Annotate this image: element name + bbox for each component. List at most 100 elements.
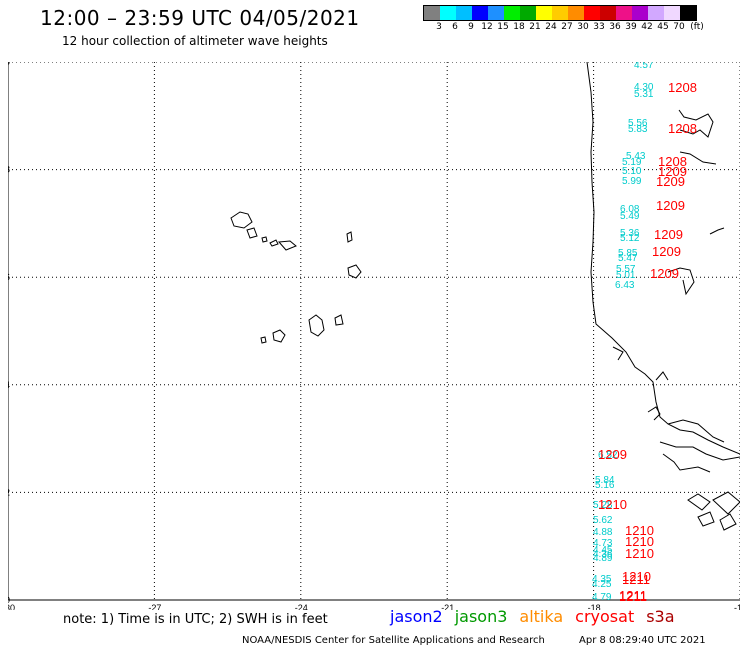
swh-reading: 4.25 [592, 579, 612, 590]
longitude-label: -21 [441, 603, 454, 610]
scale-label: 24 [545, 22, 557, 32]
scale-swatch [568, 6, 584, 20]
swh-reading: 5.83 [628, 124, 648, 135]
swh-reading: 6.52 [598, 450, 618, 461]
scale-swatch [440, 6, 456, 20]
swh-reading: 6.08 [620, 204, 640, 215]
cape-verde-maio [334, 314, 344, 326]
swh-reading: 5.62 [593, 515, 613, 526]
footer-timestamp: Apr 8 08:29:40 UTC 2021 [579, 635, 706, 646]
coast-estuary-2 [659, 441, 740, 461]
observation-time: 1209 [654, 227, 683, 242]
cape-verde-boa-vista [347, 264, 362, 279]
observation-time-labels: 1208120812081209120912091209120912091209… [598, 80, 697, 604]
coast-estuary-3 [662, 453, 711, 473]
lat-lon-grid [8, 62, 740, 601]
swh-reading: 5.28 [593, 500, 613, 511]
swh-reading: 5.12 [620, 233, 640, 244]
coast-east-cape [667, 267, 695, 296]
swh-reading: 4.79 [592, 592, 612, 603]
footer-credit: NOAA/NESDIS Center for Satellite Applica… [242, 635, 545, 646]
cape-verde-santo-antao [230, 211, 253, 229]
observation-time: 1210 [622, 569, 651, 584]
scale-label: 30 [577, 22, 589, 32]
longitude-label: -30 [8, 603, 15, 610]
cape-verde-sao-nicolau-east [277, 240, 297, 251]
scale-swatch [536, 6, 552, 20]
mainland-coastline [586, 62, 740, 455]
scale-label: 42 [641, 22, 653, 32]
latitude-label: 20 [8, 62, 10, 67]
scale-swatch [552, 6, 568, 20]
swh-reading: 5.36 [620, 228, 640, 239]
latitude-label: 14 [8, 380, 10, 390]
latitude-label: 18 [8, 165, 10, 175]
latitude-labels: 20 18 16 14 12 10 [8, 62, 10, 605]
coastline [230, 62, 740, 531]
scale-label: 36 [609, 22, 621, 32]
observation-time: 1209 [598, 447, 627, 462]
swh-reading: 5.56 [628, 118, 648, 129]
satellite-altika: altika [519, 607, 564, 626]
swh-reading: 5.10 [622, 166, 642, 177]
scale-swatch [520, 6, 536, 20]
observation-time: 1210 [625, 546, 654, 561]
scale-swatch [456, 6, 472, 20]
coast-estuary-1 [667, 419, 725, 443]
observation-time: 1209 [652, 244, 681, 259]
coast-east-inlet [709, 227, 725, 235]
coast-northeast-headland [678, 109, 714, 138]
latitude-label: 16 [8, 272, 10, 282]
satellite-s3a: s3a [646, 607, 675, 626]
observation-time: 1209 [658, 164, 687, 179]
scale-label: 39 [625, 22, 637, 32]
observation-time: 1208 [668, 80, 697, 95]
coast-islands-south-3 [697, 511, 715, 527]
swh-reading: 5.57 [616, 264, 636, 275]
swh-reading: 5.84 [595, 475, 615, 486]
legend-note: note: 1) Time is in UTC; 2) SWH is in fe… [63, 612, 328, 627]
wave-height-color-scale [423, 5, 697, 21]
latitude-label: 10 [8, 595, 10, 605]
map-title: 12:00 – 23:59 UTC 04/05/2021 [40, 6, 360, 30]
scale-label: 15 [497, 22, 509, 32]
observation-time: 1210 [625, 523, 654, 538]
scale-swatch [664, 6, 680, 20]
swh-reading: 5.43 [626, 151, 646, 162]
swh-reading: 4.35 [592, 574, 612, 585]
swh-reading: 4.73 [593, 538, 613, 549]
cape-verde-fogo [272, 329, 286, 343]
scale-swatch [648, 6, 664, 20]
observation-time: 1209 [656, 198, 685, 213]
scale-label: 45 [657, 22, 669, 32]
latitude-label: 12 [8, 487, 10, 497]
observation-time: 1208 [658, 154, 687, 169]
observation-time: 1208 [668, 121, 697, 136]
scale-label: (ft) [690, 22, 704, 32]
scale-swatch [616, 6, 632, 20]
swh-reading: 5.85 [618, 248, 638, 259]
swh-reading: 4.88 [593, 527, 613, 538]
scale-swatch [584, 6, 600, 20]
footer: NOAA/NESDIS Center for Satellite Applica… [242, 635, 706, 646]
longitude-label: -18 [588, 603, 601, 610]
scale-label: 18 [513, 22, 525, 32]
swh-reading: 4.57 [634, 62, 654, 71]
cape-verde-sao-nicolau [269, 239, 279, 247]
swh-reading: 5.31 [634, 89, 654, 100]
swh-reading: 5.19 [622, 157, 642, 168]
scale-label: 12 [481, 22, 493, 32]
swh-reading: 4.45 [593, 545, 613, 556]
coast-islands-south-2 [712, 491, 740, 515]
scale-label: 21 [529, 22, 541, 32]
cape-verde-santiago [308, 314, 325, 337]
scale-swatch [424, 6, 440, 20]
coast-inlet-2 [655, 371, 669, 381]
observation-time: 1210 [598, 497, 627, 512]
observation-time: 1210 [625, 534, 654, 549]
scale-swatch [600, 6, 616, 20]
observation-time: 1209 [656, 174, 685, 189]
scale-swatch [504, 6, 520, 20]
swh-reading: 5.16 [595, 480, 615, 491]
swh-reading: 4.30 [634, 82, 654, 93]
